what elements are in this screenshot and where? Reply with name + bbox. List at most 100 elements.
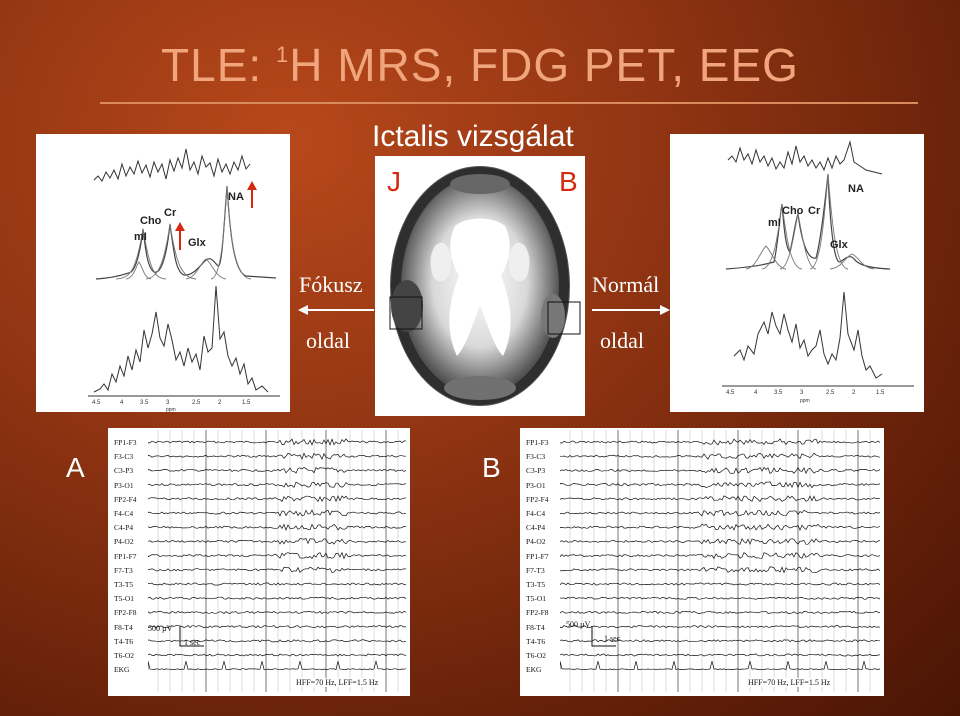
mrs-right-peak-cho: Cho: [782, 205, 804, 217]
channel-label: P4-O2: [526, 537, 546, 547]
mrs-right-peak-cr: Cr: [808, 205, 821, 217]
eeg-trace: [560, 653, 880, 657]
mrs-right-ppm-label: ppm: [800, 398, 810, 404]
eeg-trace: [148, 438, 406, 446]
mrs-right-peak-glx: Glx: [830, 239, 849, 251]
channel-label: P4-O2: [114, 537, 134, 547]
normal-side-label: Normál: [592, 272, 660, 297]
svg-text:2.5: 2.5: [192, 400, 201, 406]
eeg-b-time-scale: 1 sec: [604, 634, 621, 643]
arrow-up-icon: [175, 222, 185, 250]
channel-label: T4-T6: [526, 636, 546, 646]
mrs-right-spectrum: 4.5 4 3.5 3 2.5 2 1.5 ppm mI Cho Cr NA G…: [722, 140, 914, 404]
channel-label: F3-C3: [114, 452, 134, 462]
eeg-a-filter-text: HFF=70 Hz, LFF=1.5 Hz: [294, 678, 381, 687]
eeg-trace: [560, 509, 880, 517]
eeg-trace: [148, 509, 406, 517]
mrs-right-peak-mi: mI: [768, 217, 781, 229]
eeg-trace: [560, 523, 880, 532]
channel-label: C4-P4: [526, 523, 546, 533]
channel-label: C4-P4: [114, 523, 134, 533]
channel-label: T3-T5: [114, 580, 134, 590]
eeg-trace: [148, 653, 406, 657]
channel-label: EKG: [526, 665, 542, 675]
mrs-left-panel: 4.5 4 3.5 3 2.5 2 1.5 ppm Cho Cr mI Glx …: [36, 134, 290, 413]
eeg-trace: [148, 466, 406, 474]
channel-label: C3-P3: [526, 466, 546, 476]
eeg-trace: [560, 566, 880, 574]
eeg-trace: [148, 495, 406, 503]
channel-label: F8-T4: [114, 622, 133, 632]
eeg-trace: [560, 495, 880, 503]
eeg-trace: [148, 452, 406, 461]
svg-text:3: 3: [800, 390, 804, 396]
svg-text:2: 2: [852, 390, 856, 396]
pet-left-side-letter: J: [387, 166, 401, 197]
eeg-panel-b-letter: B: [482, 452, 501, 483]
eeg-trace: [148, 610, 406, 614]
channel-label: P3-O1: [526, 480, 546, 490]
svg-text:3.5: 3.5: [774, 390, 783, 396]
svg-text:4.5: 4.5: [92, 400, 101, 406]
title-superscript: 1: [275, 42, 290, 67]
eeg-trace: [560, 596, 880, 600]
arrow-right-icon: [592, 305, 670, 315]
channel-label: F7-T3: [526, 565, 545, 575]
eeg-trace: [148, 551, 406, 560]
eeg-trace: [148, 566, 406, 574]
eeg-trace: [560, 661, 880, 671]
mrs-left-ppm-label: ppm: [166, 407, 176, 412]
eeg-a-channel-list: FP1-F3 F3-C3 C3-P3 P3-O1 FP2-F4 F4-C4 C4…: [114, 436, 154, 677]
mrs-left-ppm-ticks: 4.5 4 3.5 3 2.5 2 1.5: [92, 400, 251, 406]
eeg-panel-a: FP1-F3 F3-C3 C3-P3 P3-O1 FP2-F4 F4-C4 C4…: [108, 428, 410, 696]
svg-text:4.5: 4.5: [726, 390, 735, 396]
focus-side-label-2: oldal: [306, 328, 350, 353]
eeg-a-traces: [148, 430, 406, 692]
eeg-panel-b: FP1-F3 F3-C3 C3-P3 P3-O1 FP2-F4 F4-C4 C4…: [520, 428, 884, 696]
slide-subtitle: Ictalis vizsgálat: [372, 120, 574, 153]
channel-label: T4-T6: [114, 636, 134, 646]
eeg-b-amp-scale: 500 µV: [566, 620, 591, 629]
mrs-left-peak-mi: mI: [134, 231, 147, 243]
channel-label: T5-O1: [114, 594, 134, 604]
eeg-trace: [148, 481, 406, 489]
title-divider: [100, 102, 918, 104]
channel-label: P3-O1: [114, 480, 134, 490]
eeg-trace: [560, 452, 880, 460]
channel-label: F7-T3: [114, 565, 133, 575]
mrs-left-peak-cho: Cho: [140, 215, 162, 227]
mrs-left-peak-cr: Cr: [164, 207, 177, 219]
eeg-trace: [560, 582, 880, 586]
svg-text:3.5: 3.5: [140, 400, 149, 406]
svg-text:2: 2: [218, 400, 222, 406]
eeg-trace: [560, 610, 880, 614]
eeg-b-filter-text: HFF=70 Hz, LFF=1.5 Hz: [746, 678, 833, 687]
eeg-trace: [560, 481, 880, 489]
eeg-trace: [560, 438, 880, 446]
mrs-right-peak-na: NA: [848, 183, 864, 195]
normal-side-label-2: oldal: [600, 328, 644, 353]
svg-text:1.5: 1.5: [876, 390, 885, 396]
mrs-left-peak-glx: Glx: [188, 237, 207, 249]
channel-label: FP1-F3: [526, 438, 549, 447]
eeg-trace: [560, 552, 880, 560]
arrow-left-icon: [298, 305, 374, 315]
mrs-left-spectrum: 4.5 4 3.5 3 2.5 2 1.5 ppm Cho Cr mI Glx …: [88, 148, 280, 413]
channel-label: F4-C4: [526, 509, 546, 519]
channel-label: T6-O2: [114, 651, 134, 661]
eeg-a-amp-scale: 500 µV: [148, 624, 173, 633]
eeg-a-time-scale: 1 sec: [184, 638, 201, 647]
eeg-trace: [148, 659, 406, 671]
eeg-trace: [560, 625, 880, 629]
channel-label: T5-O1: [526, 594, 546, 604]
pet-right-side-letter: B: [559, 166, 578, 197]
title-main: TLE:: [161, 39, 276, 91]
eeg-calibration-bar: [591, 626, 616, 647]
channel-label: FP1-F7: [526, 551, 549, 561]
svg-text:1.5: 1.5: [242, 400, 251, 406]
pet-brain-image: [389, 166, 581, 406]
slide-title: TLE: 1H MRS, FDG PET, EEG: [0, 38, 960, 92]
title-rest: H MRS, FDG PET, EEG: [289, 39, 799, 91]
channel-label: C3-P3: [114, 466, 134, 476]
channel-label: FP2-F4: [526, 494, 549, 504]
